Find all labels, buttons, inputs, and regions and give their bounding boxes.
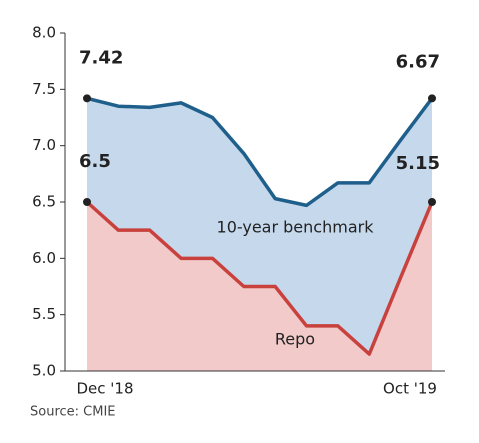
end-dot — [83, 94, 91, 103]
series-label: 10-year benchmark — [217, 218, 375, 237]
series-label: Repo — [275, 330, 315, 349]
line — [86, 96, 434, 208]
x-tick-label: Dec '18 — [76, 380, 133, 398]
end-dot — [428, 94, 436, 103]
y-tick-label: 5.0 — [32, 362, 56, 380]
y-tick-label: 8.0 — [32, 24, 56, 42]
y-tick-label: 5.5 — [32, 305, 56, 323]
y-tick-label: 6.0 — [32, 249, 56, 267]
y-tick-label: 7.0 — [32, 136, 56, 154]
annotation: 6.67 — [396, 51, 440, 72]
source: Source: CMIE — [30, 405, 116, 420]
line — [85, 200, 434, 356]
y-tick-label: 7.5 — [32, 80, 56, 98]
annotation: 5.15 — [396, 153, 440, 174]
annotation: 6.5 — [79, 151, 111, 172]
x-tick-label: Oct '19 — [383, 380, 437, 398]
annotation: 7.42 — [79, 47, 123, 68]
y-tick-label: 6.5 — [32, 193, 56, 211]
end-dot — [83, 198, 91, 206]
end-dot — [428, 198, 436, 206]
